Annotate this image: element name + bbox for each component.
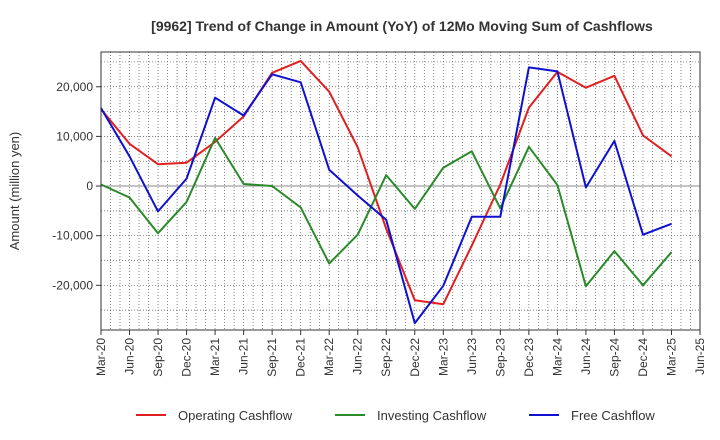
y-tick-label: 20,000 [56,80,93,94]
y-tick-label: 0 [86,179,93,193]
grid-lines [101,52,700,330]
x-tick-label: Jun-25 [693,338,707,375]
x-tick-label: Mar-24 [550,338,564,376]
x-tick-label: Mar-25 [664,338,678,376]
x-tick-label: Sep-21 [265,338,279,377]
x-tick-label: Jun-20 [123,338,137,375]
legend-label-operating-cashflow: Operating Cashflow [178,408,293,423]
legend-label-free-cashflow: Free Cashflow [571,408,655,423]
x-tick-label: Dec-23 [522,338,536,377]
x-tick-label: Sep-23 [493,338,507,377]
x-tick-label: Sep-22 [379,338,393,377]
series-line-investing-cashflow [100,136,673,288]
x-tick-label: Mar-20 [94,338,108,376]
x-tick-label: Jun-21 [237,338,251,375]
x-tick-label: Mar-21 [208,338,222,376]
axes: 20,000 10,000 0 -10,000 -20,000 Mar-20 Jun-20 S… [52,51,707,377]
chart-title: [9962] Trend of Change in Amount (YoY) o… [151,18,653,34]
x-tick-label: Jun-24 [579,338,593,375]
y-tick-label: -10,000 [52,229,93,243]
legend: Operating Cashflow Investing Cashflow Free… [136,408,655,423]
x-tick-label: Mar-22 [322,338,336,376]
plot-frame [100,51,701,331]
series-line-operating-cashflow [100,59,673,306]
y-axis-label: Amount (million yen) [7,132,22,251]
y-tick-label: -20,000 [52,278,93,292]
x-tick-label: Dec-20 [180,338,194,377]
x-tick-label: Sep-24 [607,338,621,377]
x-tick-label: Mar-23 [436,338,450,376]
x-tick-label: Dec-22 [408,338,422,377]
series-layer [100,59,673,325]
series-line-free-cashflow [100,66,672,325]
x-tick-label: Dec-24 [636,338,650,377]
x-tick-label: Dec-21 [294,338,308,377]
y-tick-label: 10,000 [56,129,93,143]
x-tick-label: Jun-22 [351,338,365,375]
x-tick-label: Jun-23 [465,338,479,375]
legend-label-investing-cashflow: Investing Cashflow [377,408,487,423]
x-tick-label: Sep-20 [151,338,165,377]
